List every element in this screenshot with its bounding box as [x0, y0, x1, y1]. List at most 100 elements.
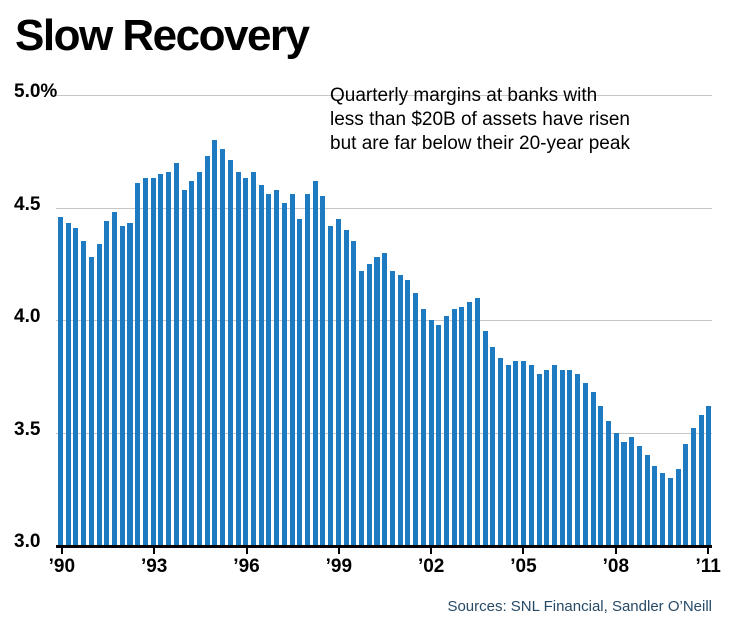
- bar: [204, 155, 210, 545]
- bar: [320, 196, 326, 545]
- bar: [196, 171, 202, 545]
- bar: [451, 308, 457, 545]
- gridline: [56, 207, 712, 209]
- bar: [359, 270, 365, 545]
- bar: [544, 369, 550, 545]
- bar: [351, 241, 357, 545]
- bar: [220, 149, 226, 545]
- bar-series: [58, 95, 712, 545]
- bar: [266, 194, 272, 545]
- bar: [621, 441, 627, 545]
- bar: [289, 194, 295, 545]
- bar: [150, 178, 156, 545]
- bar: [652, 466, 658, 545]
- y-axis-label: 4.0: [14, 306, 41, 327]
- bar: [250, 171, 256, 545]
- bar: [235, 171, 241, 545]
- bar: [613, 432, 619, 545]
- bar: [397, 275, 403, 545]
- x-axis-label: ’96: [233, 556, 260, 577]
- bar: [467, 302, 473, 545]
- x-axis-tick: [337, 548, 340, 554]
- bar: [274, 189, 280, 545]
- bar: [119, 225, 125, 545]
- bar: [598, 405, 604, 545]
- x-axis-tick: [430, 548, 433, 554]
- bar: [690, 428, 696, 545]
- bar: [227, 160, 233, 545]
- bar: [158, 173, 164, 545]
- bar: [243, 178, 249, 545]
- bar: [675, 468, 681, 545]
- bar: [606, 421, 612, 545]
- bar: [65, 223, 71, 545]
- bar: [644, 455, 650, 545]
- x-axis-label: ’99: [325, 556, 353, 577]
- bar: [142, 178, 148, 545]
- bar: [258, 185, 264, 545]
- bar: [552, 365, 558, 545]
- bar: [420, 308, 426, 545]
- x-axis-label: ’90: [48, 556, 76, 577]
- bar: [521, 360, 527, 545]
- annotation-line: Quarterly margins at banks with: [330, 85, 598, 106]
- bar: [127, 223, 133, 545]
- bar: [683, 443, 689, 545]
- bar: [497, 358, 503, 545]
- bar: [104, 221, 110, 545]
- bar: [405, 279, 411, 545]
- y-axis-label: 3.0: [14, 531, 41, 552]
- bar: [166, 171, 172, 545]
- bar: [505, 365, 511, 545]
- bar: [436, 324, 442, 545]
- bar: [698, 414, 704, 545]
- x-axis-tick: [522, 548, 525, 554]
- bar: [443, 315, 449, 545]
- bar: [667, 477, 673, 545]
- bar: [343, 230, 349, 545]
- x-axis-tick: [245, 548, 248, 554]
- bar: [474, 297, 480, 545]
- x-axis-tick: [614, 548, 617, 554]
- gridline: [56, 95, 712, 96]
- bar: [575, 374, 581, 545]
- bar: [567, 369, 573, 545]
- x-axis-label: ’93: [140, 556, 168, 577]
- chart-title: Slow Recovery: [15, 11, 310, 60]
- x-axis-tick: [153, 548, 156, 554]
- annotation-line: but are far below their 20-year peak: [330, 133, 630, 154]
- bar: [73, 227, 79, 545]
- x-axis-label: ’02: [417, 556, 445, 577]
- bar: [312, 180, 318, 545]
- bar: [335, 218, 341, 545]
- bar: [135, 182, 141, 545]
- bar: [297, 218, 303, 545]
- bar: [582, 383, 588, 545]
- y-axis-label: 4.5: [14, 193, 41, 215]
- bar: [212, 140, 218, 545]
- bar: [88, 257, 94, 545]
- x-axis-tick: [707, 548, 710, 554]
- bar: [173, 162, 179, 545]
- x-axis-tick: [60, 548, 63, 554]
- bar: [112, 212, 118, 545]
- bar: [528, 365, 534, 545]
- bar: [660, 473, 666, 545]
- annotation-line: less than $20B of assets have risen: [330, 109, 630, 130]
- bar: [58, 216, 64, 545]
- bar: [96, 243, 102, 545]
- bar: [536, 374, 542, 545]
- chart-annotation: Quarterly margins at banks with less tha…: [330, 84, 630, 156]
- bar: [189, 180, 195, 545]
- bar: [559, 369, 565, 545]
- bar: [590, 392, 596, 545]
- bar: [389, 270, 395, 545]
- x-axis-line: [56, 545, 712, 548]
- bar: [328, 225, 334, 545]
- bar: [428, 320, 434, 545]
- bar: [513, 360, 519, 545]
- bar: [366, 263, 372, 545]
- bar: [413, 293, 419, 545]
- y-axis-label: 3.5: [14, 418, 41, 440]
